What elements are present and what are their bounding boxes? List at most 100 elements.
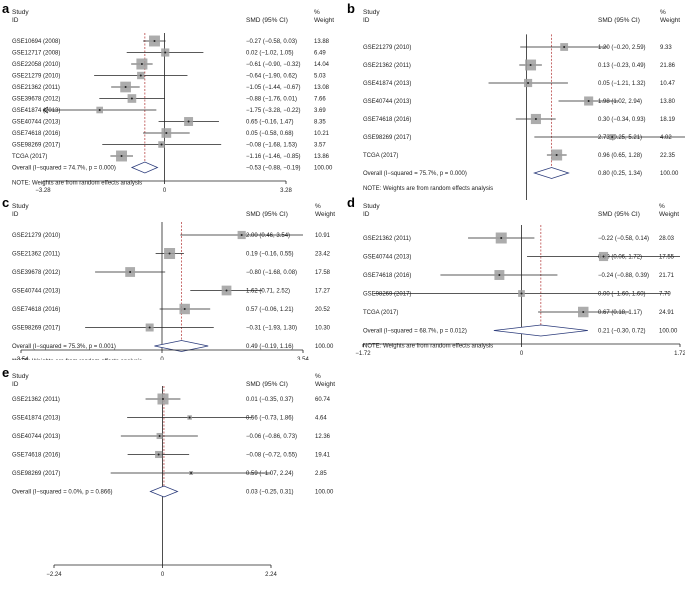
header-id: ID (363, 211, 370, 218)
point-estimate (240, 234, 243, 236)
overall-label: Overall (I−squared = 75.7%, p = 0.000) (363, 171, 467, 177)
study-weight: 4.64 (315, 416, 327, 422)
header-study: Study (12, 373, 29, 380)
point-estimate (124, 86, 127, 88)
point-estimate (529, 64, 532, 66)
study-weight: 9.33 (660, 45, 672, 51)
study-label: GSE40744 (2013) (12, 289, 60, 295)
random-effects-note: NOTE: Weights are from random effects an… (12, 359, 142, 360)
tick-label: −3.54 (13, 357, 29, 360)
tick-label: 0 (163, 188, 167, 194)
header-weight: Weight (315, 211, 335, 218)
point-estimate (555, 154, 558, 156)
study-ci: 0.19 (−0.16, 0.55) (246, 252, 294, 258)
study-weight: 13.88 (314, 39, 330, 45)
study-weight: 3.69 (314, 108, 326, 114)
overall-diamond (533, 167, 570, 179)
study-ci: −0.08 (−0.72, 0.55) (246, 453, 297, 459)
study-label: GSE10694 (2008) (12, 39, 60, 45)
study-weight: 8.35 (314, 120, 326, 126)
header-study: Study (12, 9, 29, 16)
header-percent: % (660, 9, 666, 16)
study-weight: 22.35 (660, 153, 676, 159)
study-ci: 0.02 (−1.02, 1.05) (246, 51, 294, 57)
study-ci: 0.96 (0.65, 1.28) (598, 153, 642, 159)
header-smd: SMD (95% CI) (246, 17, 288, 24)
study-label: GSE74618 (2016) (363, 117, 411, 123)
header-study: Study (12, 203, 29, 210)
study-ci: −0.27 (−0.58, 0.03) (246, 39, 297, 45)
overall-diamond (130, 161, 159, 174)
overall-diamond (493, 324, 588, 337)
header-id: ID (12, 211, 19, 218)
study-ci: 0.59 (−1.07, 2.24) (246, 471, 294, 477)
overall-label: Overall (I−squared = 0.0%, p = 0.866) (12, 490, 113, 496)
study-weight: 21.71 (659, 273, 675, 279)
study-weight: 4.02 (660, 135, 672, 141)
header-smd: SMD (95% CI) (598, 17, 640, 24)
study-label: TCGA (2017) (363, 310, 398, 316)
point-estimate (164, 51, 167, 54)
header-weight: Weight (315, 381, 335, 388)
study-ci: 2.73 (0.25, 5.21) (598, 135, 642, 141)
study-ci: −0.08 (−1.68, 1.53) (246, 143, 297, 149)
study-label: TCGA (2017) (363, 153, 398, 159)
point-estimate (534, 118, 537, 120)
overall-diamond (149, 485, 179, 498)
overall-ci: 0.03 (−0.25, 0.31) (246, 490, 294, 496)
study-ci: 0.05 (−1.21, 1.32) (598, 81, 646, 87)
point-estimate (98, 109, 101, 111)
point-estimate (165, 132, 168, 134)
study-label: GSE21362 (2011) (363, 236, 411, 242)
study-label: GSE40744 (2013) (363, 99, 411, 105)
ci-arrow (42, 106, 49, 114)
study-label: GSE21362 (2011) (363, 63, 411, 69)
study-label: GSE12717 (2008) (12, 51, 60, 57)
point-estimate (129, 271, 132, 273)
tick-label: −1.72 (355, 351, 371, 357)
study-label: GSE98269 (2017) (363, 135, 411, 141)
study-ci: −1.05 (−1.44, −0.67) (246, 85, 301, 91)
point-estimate (188, 416, 191, 419)
study-ci: 0.67 (0.18, 1.17) (598, 310, 642, 316)
study-weight: 6.49 (314, 51, 326, 57)
study-weight: 13.80 (660, 99, 676, 105)
study-weight: 5.03 (314, 74, 326, 80)
point-estimate (527, 82, 530, 84)
point-estimate (563, 46, 566, 48)
point-estimate (168, 252, 171, 255)
point-estimate (157, 453, 160, 456)
panel-letter: d (347, 195, 355, 210)
study-weight: 13.86 (314, 154, 330, 160)
overall-label: Overall (I−squared = 75.3%, p = 0.001) (12, 344, 116, 350)
study-ci: 0.30 (−0.34, 0.93) (598, 117, 646, 123)
point-estimate (611, 136, 614, 138)
study-ci: −0.22 (−0.58, 0.14) (598, 236, 649, 242)
study-label: GSE22058 (2010) (12, 62, 60, 68)
panel-letter: b (347, 1, 355, 16)
overall-weight: 100.00 (660, 171, 679, 177)
point-estimate (160, 143, 163, 146)
study-ci: 0.65 (−0.16, 1.47) (246, 120, 294, 126)
study-label: GSE39678 (2012) (12, 270, 60, 276)
study-ci: 0.89 (0.06, 1.72) (598, 255, 642, 261)
header-percent: % (315, 203, 321, 210)
point-estimate (161, 398, 164, 400)
study-ci: 2.00 (0.46, 3.54) (246, 233, 290, 239)
point-estimate (183, 308, 186, 310)
study-weight: 23.42 (315, 252, 331, 258)
study-weight: 10.21 (314, 131, 330, 137)
study-label: GSE21362 (2011) (12, 397, 60, 403)
header-id: ID (12, 381, 19, 388)
study-label: GSE74618 (2016) (12, 307, 60, 313)
study-label: GSE41874 (2013) (363, 81, 411, 87)
panel-letter: a (2, 1, 10, 16)
header-percent: % (315, 373, 321, 380)
study-label: GSE21362 (2011) (12, 252, 60, 258)
study-weight: 60.74 (315, 397, 331, 403)
study-label: GSE21279 (2010) (12, 233, 60, 239)
tick-label: 0 (520, 351, 524, 357)
study-label: GSE74618 (2016) (12, 131, 60, 137)
